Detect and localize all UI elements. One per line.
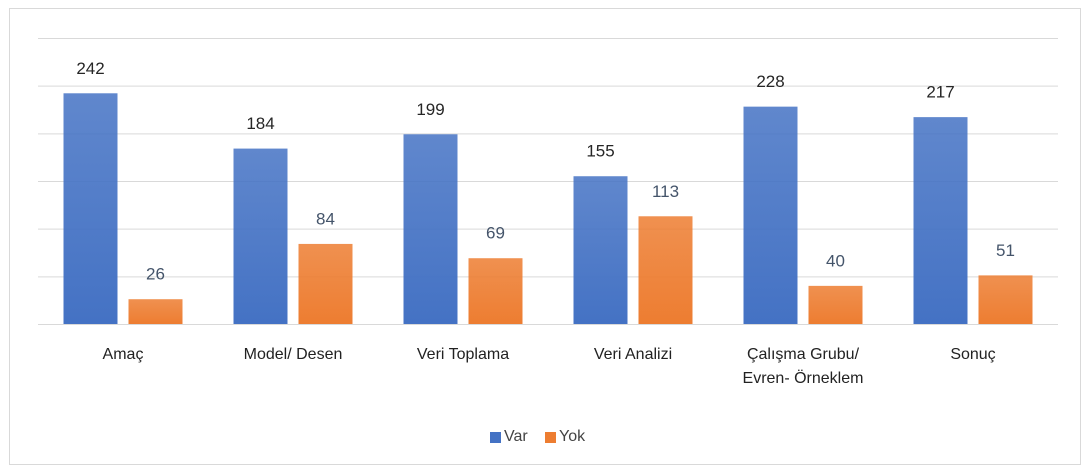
bar (573, 176, 628, 324)
bar (63, 93, 118, 324)
bar (403, 134, 458, 324)
legend-item: Var (490, 428, 528, 446)
chart-border (9, 8, 1081, 465)
bar (298, 243, 353, 324)
data-label: 51 (996, 241, 1015, 260)
bar (978, 275, 1033, 324)
x-tick-label: Model/ Desen (243, 346, 343, 363)
data-label: 84 (316, 209, 335, 228)
legend-label: Yok (559, 428, 586, 445)
data-label: 69 (486, 224, 505, 243)
data-label: 199 (416, 100, 444, 119)
legend-item: Yok (545, 428, 585, 446)
bar (128, 299, 183, 324)
bar (233, 148, 288, 324)
x-tick-label: Çalışma Grubu/ Evren- Örneklem (742, 346, 864, 387)
data-label: 26 (146, 265, 165, 284)
x-tick-label: Veri Analizi (593, 346, 673, 363)
x-tick-label: Sonuç (950, 346, 996, 363)
legend-swatch (545, 431, 556, 443)
data-label: 113 (652, 182, 679, 201)
data-label: 242 (76, 59, 104, 78)
data-label: 228 (756, 72, 784, 91)
data-label: 217 (926, 83, 954, 102)
x-tick-label: Veri Toplama (416, 346, 510, 363)
bar (743, 106, 798, 324)
data-label: 155 (586, 142, 614, 161)
legend-swatch (490, 431, 501, 443)
bar (468, 258, 523, 324)
legend-label: Var (504, 428, 528, 445)
bar (913, 117, 968, 324)
data-label: 40 (826, 251, 845, 270)
bar (808, 285, 863, 324)
data-label: 184 (246, 114, 274, 133)
x-tick-label: Amaç (102, 346, 144, 363)
bar (638, 216, 693, 324)
